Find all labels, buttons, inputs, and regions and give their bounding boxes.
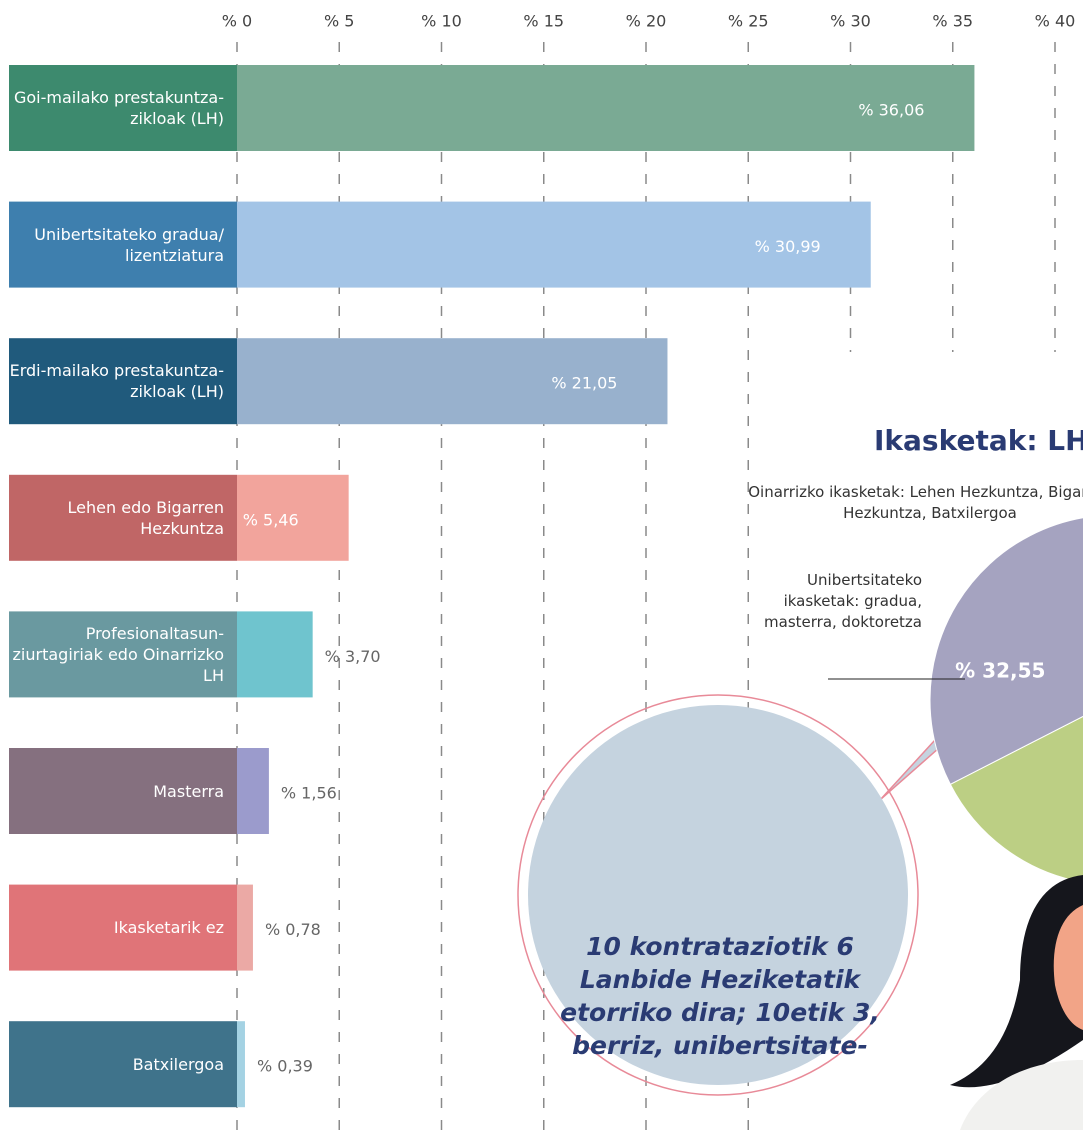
value-label: % 0,39	[257, 1057, 313, 1076]
bar	[237, 611, 313, 697]
x-tick-label: % 15	[523, 12, 564, 31]
category-label: Ikasketarik ez	[9, 885, 237, 971]
category-label: Erdi-mailako prestakuntza-zikloak (LH)	[9, 338, 237, 424]
x-tick-label: % 10	[421, 12, 462, 31]
value-label: % 30,99	[755, 237, 821, 256]
x-tick-label: % 20	[626, 12, 667, 31]
x-tick-label: % 0	[222, 12, 252, 31]
x-tick-label: % 35	[932, 12, 973, 31]
value-label: % 0,78	[265, 920, 321, 939]
pie-value-label: % 32,55	[955, 659, 1045, 683]
bar	[237, 1021, 245, 1107]
pie-label: Oinarrizko ikasketak: Lehen Hezkuntza, B…	[730, 482, 1083, 524]
value-label: % 5,46	[243, 510, 299, 529]
x-tick-label: % 30	[830, 12, 871, 31]
value-label: % 1,56	[281, 784, 337, 803]
page: Ikasketak: LH % 0 % 5 % 10 % 15 % 20 % 25 % 30…	[0, 0, 1083, 1130]
value-label: % 36,06	[858, 101, 924, 120]
category-label: Profesionaltasun-ziurtagiriak edo Oinarr…	[9, 611, 237, 697]
value-label: % 3,70	[325, 647, 381, 666]
bubble-text: 10 kontrataziotik 6 Lanbide Heziketatik …	[530, 930, 910, 1062]
value-label: % 21,05	[551, 374, 617, 393]
category-label: Unibertsitateko gradua/ lizentziatura	[9, 202, 237, 288]
illustration	[950, 875, 1083, 1130]
x-tick-label: % 25	[728, 12, 769, 31]
x-tick-label: % 40	[1035, 12, 1076, 31]
bar	[237, 885, 253, 971]
pie-label: Unibertsitateko ikasketak: gradua, maste…	[742, 570, 922, 633]
x-tick-label: % 5	[324, 12, 354, 31]
pie-title: Ikasketak: LH	[874, 424, 1083, 457]
category-label: Batxilergoa	[9, 1021, 237, 1107]
category-label: Lehen edo Bigarren Hezkuntza	[9, 475, 237, 561]
bar	[237, 748, 269, 834]
category-label: Goi-mailako prestakuntza-zikloak (LH)	[9, 65, 237, 151]
category-label: Masterra	[9, 748, 237, 834]
